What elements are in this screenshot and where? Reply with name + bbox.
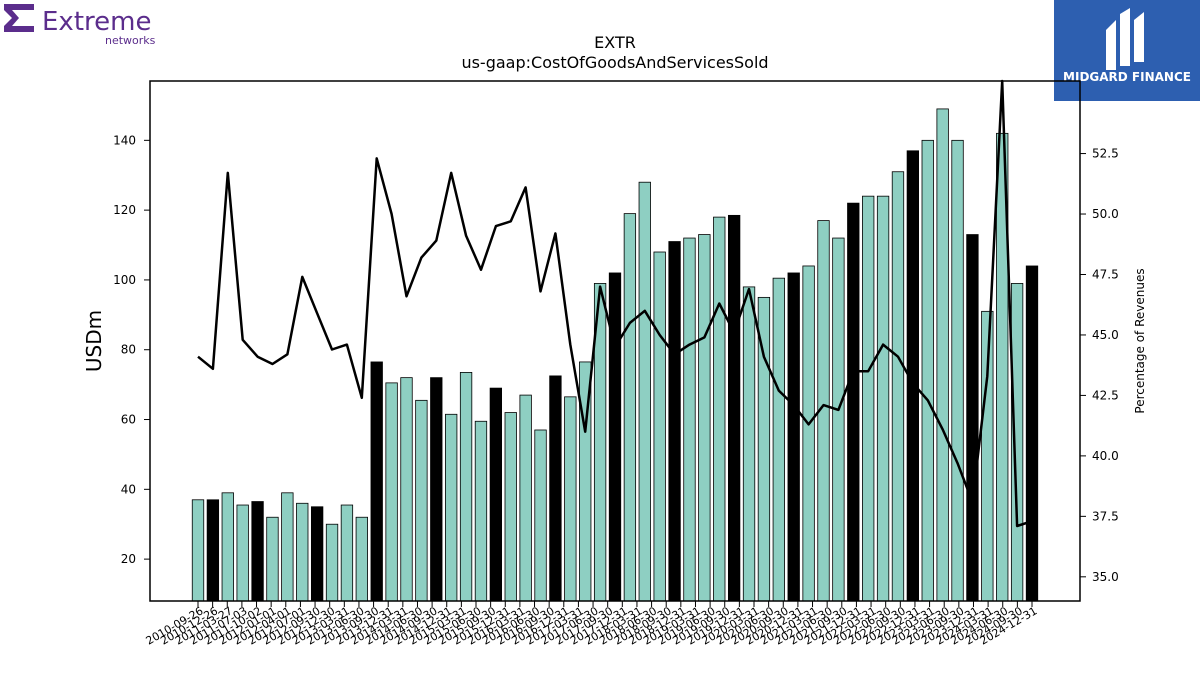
x-axis: 2010-09-262010-12-262011-03-272011-07-03… bbox=[144, 601, 1040, 648]
bar bbox=[504, 412, 517, 602]
bar bbox=[325, 523, 339, 602]
chart-title: EXTR bbox=[594, 33, 636, 52]
bar bbox=[802, 265, 815, 602]
bar bbox=[668, 241, 681, 602]
bar bbox=[534, 429, 547, 602]
extreme-networks-logo: Extreme networks bbox=[4, 4, 174, 48]
bar bbox=[742, 286, 756, 602]
y2-tick-label: 47.5 bbox=[1092, 267, 1119, 281]
bar bbox=[355, 516, 368, 602]
y-tick-label: 140 bbox=[113, 133, 136, 147]
y-axis-right: 35.0 37.5 40.0 42.5 45.0 47.5 50.0 52.5 bbox=[1080, 147, 1119, 584]
bar bbox=[549, 375, 562, 602]
bar bbox=[251, 501, 264, 602]
bar bbox=[221, 492, 234, 602]
y-tick-label: 20 bbox=[121, 552, 136, 566]
bar bbox=[206, 499, 220, 602]
bar bbox=[236, 504, 249, 602]
brand-left-sub: networks bbox=[105, 34, 156, 47]
bar bbox=[951, 139, 964, 602]
extreme-mark-icon bbox=[4, 4, 34, 32]
bar bbox=[459, 372, 473, 602]
bar bbox=[191, 499, 205, 602]
bar bbox=[653, 251, 666, 602]
bar bbox=[787, 272, 800, 602]
y-axis-label: USDm bbox=[82, 310, 106, 372]
bar bbox=[936, 108, 949, 602]
bar bbox=[698, 234, 711, 602]
midgard-mark-icon bbox=[1106, 8, 1144, 70]
y-tick-label: 120 bbox=[113, 203, 136, 217]
bar bbox=[489, 387, 503, 602]
y-tick-label: 60 bbox=[121, 413, 136, 427]
chart-subtitle: us-gaap:CostOfGoodsAndServicesSold bbox=[461, 53, 768, 72]
bar bbox=[564, 396, 577, 602]
bar bbox=[876, 195, 890, 602]
bar-series bbox=[191, 108, 1039, 602]
y2-axis-label: Percentage of Revenues bbox=[1133, 268, 1147, 413]
y2-tick-label: 40.0 bbox=[1092, 449, 1119, 463]
y2-tick-label: 42.5 bbox=[1092, 388, 1119, 402]
y-tick-label: 80 bbox=[121, 343, 136, 357]
y2-tick-label: 50.0 bbox=[1092, 207, 1119, 221]
bar bbox=[921, 139, 934, 602]
bar bbox=[966, 234, 979, 602]
midgard-finance-logo: MIDGARD FINANCE bbox=[1054, 0, 1200, 101]
bar bbox=[519, 394, 532, 602]
bar bbox=[891, 171, 905, 602]
bar bbox=[430, 377, 443, 602]
plot-frame bbox=[149, 80, 1081, 602]
bar bbox=[385, 382, 398, 602]
bar bbox=[862, 195, 875, 602]
bar bbox=[370, 361, 383, 602]
bar bbox=[772, 277, 785, 602]
bar bbox=[608, 272, 622, 602]
bar bbox=[281, 492, 294, 602]
brand-left-name: Extreme bbox=[42, 7, 151, 37]
bar bbox=[832, 237, 845, 602]
bar bbox=[400, 377, 413, 602]
bar bbox=[340, 504, 354, 602]
bar bbox=[713, 216, 726, 602]
y2-tick-label: 37.5 bbox=[1092, 509, 1119, 523]
bar bbox=[847, 202, 860, 602]
y-tick-label: 40 bbox=[121, 482, 136, 496]
y-axis-left: 20 40 60 80 100 120 140 bbox=[113, 133, 150, 566]
y2-tick-label: 35.0 bbox=[1092, 570, 1119, 584]
bar bbox=[474, 420, 488, 602]
bar bbox=[638, 181, 651, 602]
bar bbox=[310, 506, 324, 602]
bar bbox=[683, 237, 696, 602]
brand-right-name: MIDGARD FINANCE bbox=[1063, 70, 1191, 84]
bar bbox=[445, 413, 458, 602]
bar bbox=[1025, 265, 1039, 602]
line-path bbox=[197, 79, 1033, 528]
bar bbox=[415, 399, 428, 602]
bar bbox=[623, 213, 637, 602]
bar bbox=[727, 214, 741, 602]
y2-tick-label: 52.5 bbox=[1092, 147, 1119, 161]
bar bbox=[266, 516, 279, 602]
y-tick-label: 100 bbox=[113, 273, 136, 287]
bar bbox=[296, 502, 309, 602]
line-series bbox=[197, 79, 1033, 528]
y2-tick-label: 45.0 bbox=[1092, 328, 1119, 342]
